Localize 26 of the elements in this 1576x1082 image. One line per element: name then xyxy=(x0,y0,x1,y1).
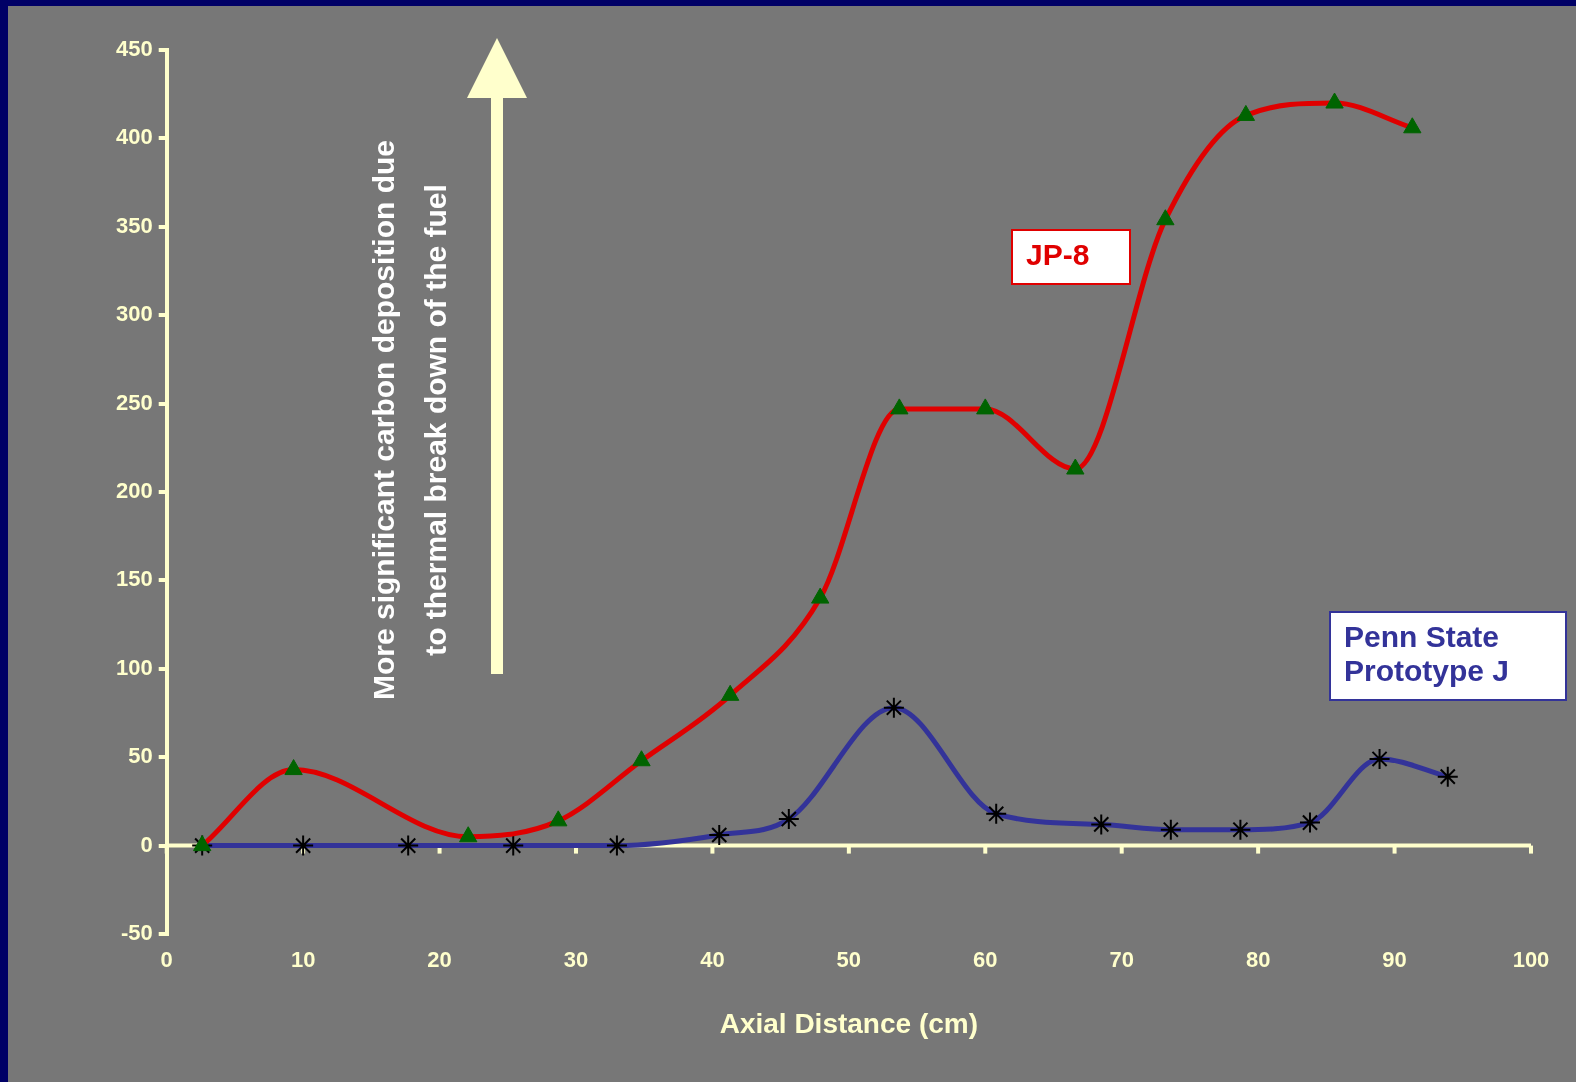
y-tick-label: 200 xyxy=(115,478,153,504)
x-tick-label: 40 xyxy=(700,947,725,973)
y-tick-label: 0 xyxy=(140,831,153,857)
y-tick-label: 100 xyxy=(115,654,153,680)
text: Penn State Prototype J xyxy=(1344,620,1510,688)
y-tick-label: -50 xyxy=(120,920,153,946)
x-tick-label: 60 xyxy=(973,947,998,973)
y-tick-label: 350 xyxy=(115,212,153,238)
x-tick-label: 0 xyxy=(160,947,173,973)
annotation: More significant carbon deposition due to thermal break down of the fuel xyxy=(367,139,453,701)
x-tick-label: 90 xyxy=(1382,947,1407,973)
series-label: JP-8 xyxy=(1026,238,1090,272)
y-tick-label: 150 xyxy=(115,566,153,592)
x-tick-label: 100 xyxy=(1512,947,1550,973)
x-tick-label: 70 xyxy=(1109,947,1134,973)
x-tick-label: 50 xyxy=(836,947,862,973)
x-axis-title: Axial Distance (cm) xyxy=(719,1007,979,1039)
y-tick-label: 300 xyxy=(115,301,153,327)
y-tick-label: 400 xyxy=(115,124,153,150)
y-tick-label: 450 xyxy=(115,36,153,62)
y-tick-label: 250 xyxy=(115,389,153,415)
x-tick-label: 20 xyxy=(427,947,452,973)
x-tick-label: 30 xyxy=(563,947,589,973)
y-tick-label: 50 xyxy=(128,743,153,769)
x-tick-label: 10 xyxy=(290,947,316,973)
x-tick-label: 80 xyxy=(1245,947,1271,973)
